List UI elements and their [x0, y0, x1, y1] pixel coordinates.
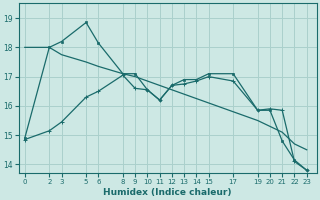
- X-axis label: Humidex (Indice chaleur): Humidex (Indice chaleur): [103, 188, 232, 197]
